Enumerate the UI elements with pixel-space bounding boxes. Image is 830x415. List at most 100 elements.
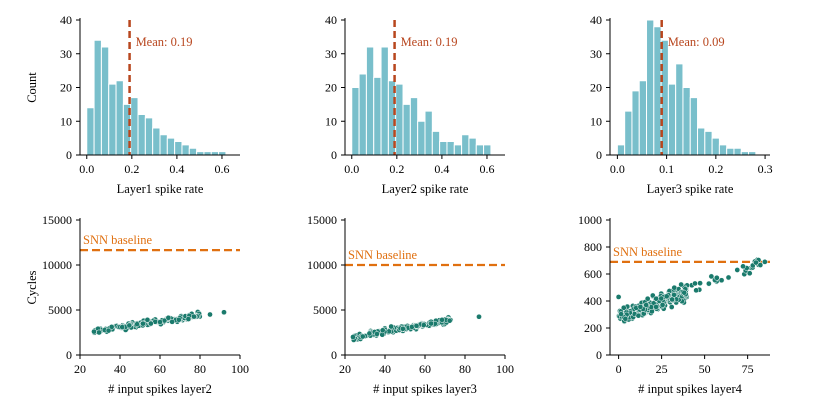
histogram-bar <box>203 151 212 156</box>
x-axis-label: # input spikes layer4 <box>638 382 743 396</box>
mean-label: Mean: 0.19 <box>136 35 193 49</box>
scatter-point <box>409 324 415 330</box>
y-tick-label: 0 <box>596 348 602 362</box>
histogram-bar <box>358 73 367 156</box>
scatter-point <box>697 280 703 287</box>
scatter-point <box>725 274 732 281</box>
scatter-point <box>428 320 434 327</box>
x-tick-label: 0 <box>616 362 622 376</box>
histogram-bar <box>365 46 375 156</box>
scatter-point <box>185 316 192 322</box>
histogram-bar <box>115 80 124 156</box>
scatter-point <box>165 314 172 321</box>
histogram-bar <box>646 19 655 156</box>
scatter-point <box>96 329 102 336</box>
x-tick-label: 80 <box>194 362 206 376</box>
x-axis-label: Layer2 spike rate <box>382 182 469 196</box>
panel-bottom-left: SNN baseline 20 40 60 80 100 0 5000 10000 15000 # … <box>25 213 249 396</box>
y-tick-label: 400 <box>584 294 602 308</box>
y-tick-label: 10 <box>60 114 72 128</box>
histogram-bar <box>181 144 190 156</box>
histogram-bar <box>380 46 389 156</box>
scatter-point <box>622 315 629 322</box>
panel-bottom-right: SNN baseline 0 25 50 75 0 200 400 600 800 1000 # in… <box>578 213 770 396</box>
scatter-point <box>718 277 725 284</box>
scatter-point <box>350 334 356 340</box>
x-axis-label: Layer1 spike rate <box>117 182 204 196</box>
histogram-bar <box>188 147 198 156</box>
x-tick-label: 0.2 <box>708 162 723 176</box>
scatter-point <box>144 316 151 323</box>
x-tick-label: 0.6 <box>214 162 229 176</box>
scatter-point <box>653 295 660 302</box>
panel-bottom-middle: SNN baseline 20 40 60 80 100 0 5000 10000 15000 # … <box>307 213 514 396</box>
x-tick-label: 0.6 <box>479 162 494 176</box>
y-tick-label: 20 <box>590 81 602 95</box>
panel-top-right: Mean: 0.09 0.0 0.1 0.2 0.3 0 10 20 30 40 Layer3 sp… <box>590 13 773 196</box>
scatter-point <box>693 287 699 294</box>
histogram-bar <box>196 151 205 156</box>
histogram-bar <box>152 127 161 156</box>
y-tick-label: 0 <box>66 348 72 362</box>
histogram-bar <box>624 110 633 156</box>
histogram-bar <box>733 147 742 156</box>
x-tick-label: 40 <box>379 362 391 376</box>
y-tick-label: 0 <box>331 348 337 362</box>
histogram-bar <box>475 144 485 156</box>
y-tick-label: 10 <box>590 114 602 128</box>
x-tick-label: 0.2 <box>124 162 139 176</box>
x-axis-label: Layer3 spike rate <box>647 182 734 196</box>
baseline-label: SNN baseline <box>83 233 153 247</box>
scatter-point <box>439 317 445 323</box>
y-tick-label: 30 <box>60 47 72 61</box>
histogram-bar <box>704 130 713 156</box>
histogram-bar <box>431 130 441 156</box>
y-tick-label: 15000 <box>42 213 72 227</box>
scatter-point <box>643 302 650 308</box>
panel-top-left: Mean: 0.19 0.0 0.2 0.4 0.6 0 10 20 30 40 Layer1 sp… <box>25 13 240 196</box>
scatter-point <box>615 294 622 300</box>
histogram-bar <box>402 103 411 156</box>
x-tick-label: 100 <box>496 362 514 376</box>
y-axis-label: Count <box>25 72 39 103</box>
x-axis-label: # input spikes layer3 <box>373 382 477 396</box>
x-tick-label: 50 <box>699 362 711 376</box>
scatter-point <box>669 296 675 303</box>
x-tick-label: 0.4 <box>169 162 184 176</box>
histogram-bar <box>395 83 404 156</box>
histogram-bar <box>468 137 477 156</box>
mean-label: Mean: 0.09 <box>668 35 725 49</box>
baseline-label: SNN baseline <box>613 245 683 259</box>
histogram-bar <box>137 114 146 156</box>
scatter-point <box>635 312 642 319</box>
histogram-bar <box>210 151 220 156</box>
y-tick-label: 10000 <box>42 258 72 272</box>
scatter-point <box>221 309 227 316</box>
y-tick-label: 30 <box>590 47 602 61</box>
histogram-bar <box>417 120 426 156</box>
histogram-bar <box>130 97 139 156</box>
scatter-point <box>663 293 670 300</box>
histogram-bar <box>159 134 168 156</box>
scatter-point <box>659 302 666 308</box>
histogram-bar <box>638 80 648 156</box>
scatter-point <box>126 322 133 329</box>
x-tick-label: 0.1 <box>659 162 674 176</box>
histogram-bar <box>446 141 455 156</box>
scatter-point <box>134 321 140 328</box>
mean-label: Mean: 0.19 <box>401 35 458 49</box>
x-tick-label: 0.3 <box>758 162 773 176</box>
y-tick-label: 20 <box>60 81 72 95</box>
x-tick-label: 20 <box>74 362 86 376</box>
scatter-point <box>678 281 684 288</box>
histogram-bar <box>439 141 448 156</box>
histogram-bar <box>453 144 463 156</box>
scatter-point <box>147 320 154 327</box>
histogram-bar <box>483 144 492 156</box>
histogram-bar <box>93 39 102 156</box>
scatter-point <box>400 325 406 332</box>
scatter-point <box>692 280 698 287</box>
scatter-point <box>761 259 768 265</box>
x-tick-label: 0.0 <box>344 162 359 176</box>
scatter-point <box>105 327 112 334</box>
